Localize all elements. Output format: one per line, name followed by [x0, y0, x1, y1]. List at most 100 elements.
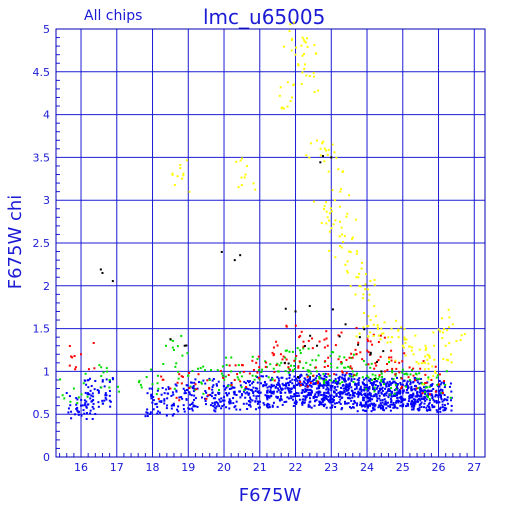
- data-point: [416, 391, 419, 394]
- data-point: [419, 377, 422, 380]
- data-point: [204, 403, 207, 406]
- data-point: [344, 263, 347, 266]
- data-point: [295, 377, 298, 380]
- data-point: [288, 30, 291, 33]
- y-tick-label: 4: [43, 109, 50, 122]
- data-point: [188, 391, 191, 394]
- data-point: [303, 390, 306, 393]
- data-point: [445, 358, 448, 361]
- data-point: [450, 409, 453, 412]
- data-point: [251, 359, 254, 362]
- data-point: [355, 252, 358, 255]
- data-point: [188, 407, 191, 410]
- data-point: [247, 381, 250, 384]
- data-point: [272, 392, 275, 395]
- data-point: [330, 394, 333, 397]
- data-point: [278, 385, 281, 388]
- data-point: [220, 407, 223, 410]
- data-point: [313, 91, 316, 94]
- data-point: [208, 377, 211, 380]
- data-point: [309, 393, 312, 396]
- data-point: [345, 389, 348, 392]
- data-point: [249, 398, 252, 401]
- data-point: [249, 401, 252, 404]
- data-point: [214, 397, 217, 400]
- data-point: [441, 331, 444, 334]
- data-point: [306, 381, 309, 384]
- data-point: [366, 374, 369, 377]
- data-point: [212, 377, 215, 380]
- series-green: [59, 334, 452, 405]
- data-point: [170, 404, 173, 407]
- data-point: [278, 379, 281, 382]
- data-point: [367, 376, 370, 379]
- data-point: [270, 383, 273, 386]
- data-point: [352, 375, 355, 378]
- data-point: [424, 373, 427, 376]
- data-point: [233, 378, 236, 381]
- data-point: [97, 401, 100, 404]
- data-point: [97, 391, 100, 394]
- data-point: [246, 407, 249, 410]
- data-point: [423, 406, 426, 409]
- data-point: [271, 378, 274, 381]
- series-red: [68, 324, 446, 402]
- data-point: [263, 380, 266, 383]
- data-point: [347, 377, 350, 380]
- y-axis-label: F675W chi: [5, 195, 26, 290]
- data-point: [286, 387, 289, 390]
- data-point: [269, 363, 272, 366]
- data-point: [442, 357, 445, 360]
- data-point: [105, 378, 108, 381]
- data-point: [325, 210, 328, 213]
- data-point: [301, 382, 304, 385]
- data-point: [333, 387, 336, 390]
- data-point: [315, 391, 318, 394]
- data-point: [360, 393, 363, 396]
- data-point: [386, 363, 389, 366]
- data-point: [330, 379, 333, 382]
- data-point: [411, 396, 414, 399]
- data-point: [189, 403, 192, 406]
- data-point: [256, 387, 259, 390]
- y-tick-label: 4.5: [33, 66, 51, 79]
- data-point: [174, 365, 177, 368]
- data-point: [108, 390, 111, 393]
- data-point: [329, 354, 332, 357]
- data-point: [353, 394, 356, 397]
- data-point: [313, 404, 316, 407]
- data-point: [369, 397, 372, 400]
- data-point: [266, 402, 269, 405]
- data-point: [239, 159, 242, 162]
- data-point: [70, 410, 73, 413]
- data-point: [270, 394, 273, 397]
- data-point: [98, 364, 101, 367]
- x-tick-label: 21: [253, 461, 267, 474]
- data-point: [305, 37, 308, 40]
- data-point: [302, 383, 305, 386]
- data-point: [216, 401, 219, 404]
- data-point: [426, 386, 429, 389]
- data-point: [402, 379, 405, 382]
- data-point: [438, 394, 441, 397]
- data-point: [425, 394, 428, 397]
- data-point: [150, 395, 153, 398]
- data-point: [402, 403, 405, 406]
- data-point: [333, 199, 336, 202]
- data-point: [425, 347, 428, 350]
- data-point: [377, 359, 380, 362]
- data-point: [356, 250, 359, 253]
- x-tick-label: 26: [432, 461, 446, 474]
- data-point: [380, 392, 383, 395]
- data-point: [307, 391, 310, 394]
- data-point: [214, 407, 217, 410]
- data-point: [179, 167, 182, 170]
- data-point: [318, 400, 321, 403]
- data-point: [281, 382, 284, 385]
- data-point: [213, 406, 216, 409]
- data-point: [414, 379, 417, 382]
- data-point: [290, 388, 293, 391]
- data-point: [210, 395, 213, 398]
- data-point: [412, 367, 415, 370]
- data-point: [172, 393, 175, 396]
